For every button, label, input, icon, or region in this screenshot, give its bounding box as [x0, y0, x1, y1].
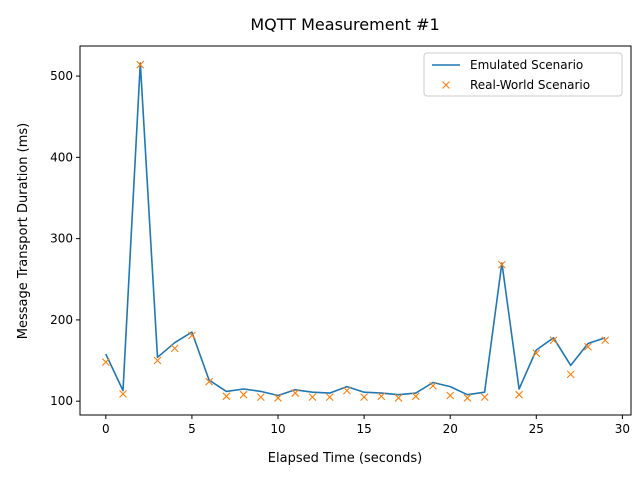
- point-real-world-scenario: [170, 344, 179, 353]
- x-tick-label: 15: [356, 422, 371, 436]
- point-real-world-scenario: [239, 390, 248, 399]
- point-real-world-scenario: [566, 370, 575, 379]
- legend: Emulated Scenario Real-World Scenario: [423, 52, 623, 97]
- point-real-world-scenario: [205, 377, 214, 386]
- point-real-world-scenario: [360, 393, 368, 402]
- y-tick-label: 400: [50, 150, 73, 164]
- point-real-world-scenario: [325, 393, 334, 402]
- legend-label-emulated: Emulated Scenario: [470, 58, 583, 72]
- y-tick-label: 300: [50, 232, 73, 246]
- point-real-world-scenario: [532, 349, 541, 358]
- point-real-world-scenario: [153, 356, 162, 365]
- x-axis: 0 5 10 15 20 25 30: [102, 415, 630, 436]
- point-real-world-scenario: [411, 392, 420, 401]
- legend-swatch-marker: [442, 81, 450, 89]
- point-real-world-scenario: [119, 389, 127, 398]
- point-real-world-scenario: [377, 392, 386, 401]
- x-tick-label: 0: [102, 422, 110, 436]
- x-tick-label: 20: [443, 422, 458, 436]
- legend-box: [423, 52, 623, 97]
- point-real-world-scenario: [515, 390, 523, 399]
- legend-label-real-world: Real-World Scenario: [470, 78, 590, 92]
- y-tick-label: 500: [50, 69, 73, 83]
- point-real-world-scenario: [274, 394, 282, 402]
- y-axis: 100 200 300 400 500: [50, 69, 80, 408]
- point-real-world-scenario: [463, 394, 472, 402]
- x-tick-label: 30: [615, 422, 630, 436]
- point-real-world-scenario: [343, 386, 351, 395]
- x-tick-label: 5: [188, 422, 196, 436]
- point-real-world-scenario: [429, 381, 437, 390]
- series-line-emulated-scenario: [105, 62, 606, 397]
- point-real-world-scenario: [222, 392, 231, 401]
- point-real-world-scenario: [101, 358, 110, 367]
- x-tick-label: 10: [270, 422, 285, 436]
- point-real-world-scenario: [136, 60, 145, 69]
- point-real-world-scenario: [446, 391, 455, 400]
- chart-title: MQTT Measurement #1: [250, 15, 439, 34]
- axes-frame: [79, 45, 632, 416]
- point-real-world-scenario: [394, 394, 403, 402]
- x-axis-label: Elapsed Time (seconds): [268, 451, 422, 466]
- y-axis-label: Message Transport Duration (ms): [16, 123, 31, 339]
- point-real-world-scenario: [601, 336, 610, 345]
- point-real-world-scenario: [584, 342, 592, 351]
- point-real-world-scenario: [256, 393, 265, 402]
- y-tick-label: 100: [50, 394, 73, 408]
- point-real-world-scenario: [291, 389, 300, 397]
- point-real-world-scenario: [497, 260, 506, 269]
- point-real-world-scenario: [308, 393, 317, 402]
- x-tick-label: 25: [529, 422, 544, 436]
- point-real-world-scenario: [480, 393, 489, 402]
- point-real-world-scenario: [188, 331, 196, 340]
- point-real-world-scenario: [549, 336, 558, 345]
- plot-area: [101, 60, 610, 402]
- y-tick-label: 200: [50, 313, 73, 327]
